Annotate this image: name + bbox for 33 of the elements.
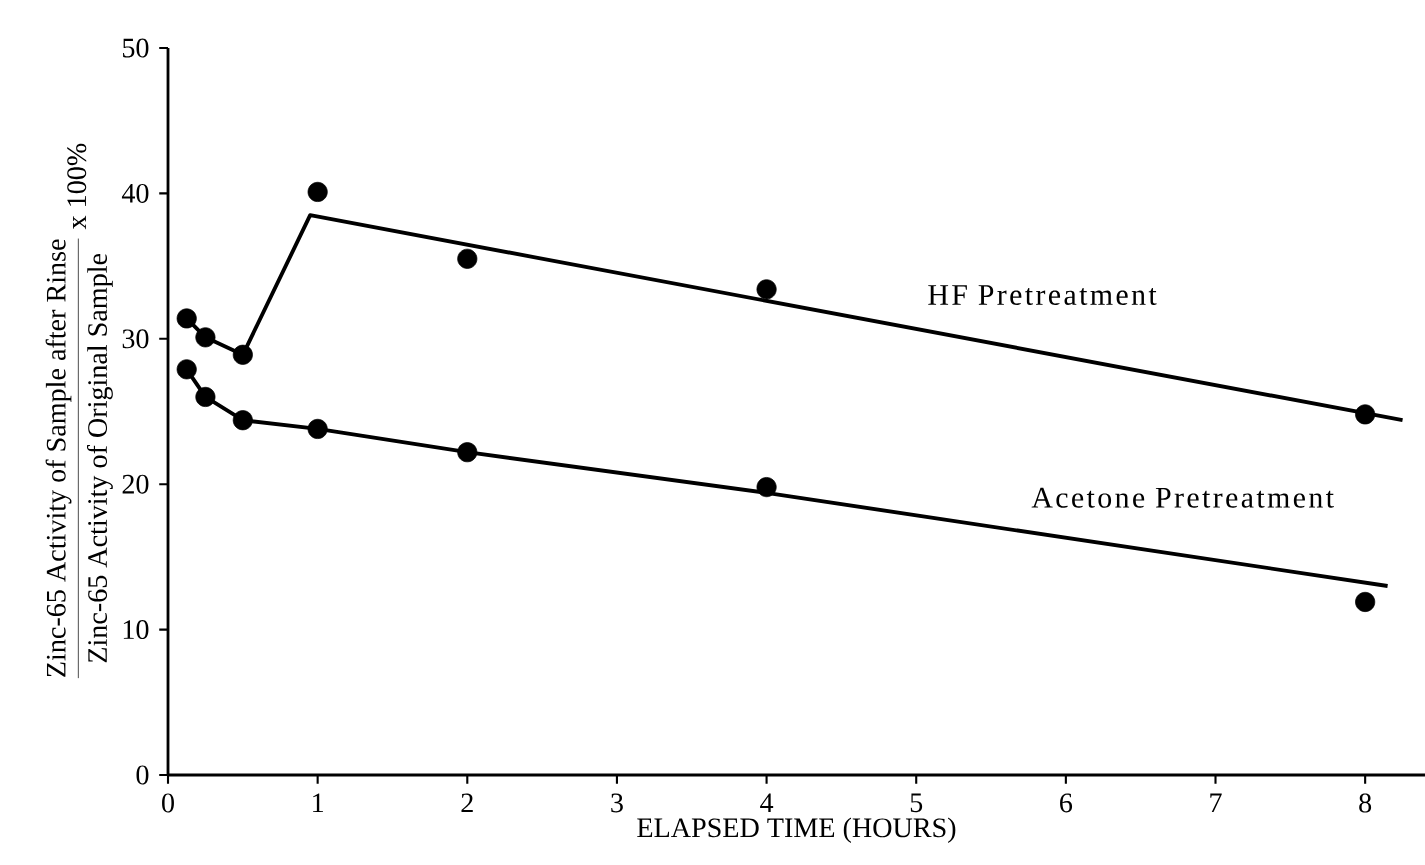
point [756, 279, 777, 300]
point [307, 418, 328, 439]
point [457, 442, 478, 463]
point [176, 359, 197, 380]
x-tick-label: 1 [313, 793, 323, 813]
series-label: HF Pretreatment [928, 285, 1157, 305]
x-tick-label: 7 [1210, 793, 1222, 812]
point [195, 327, 216, 348]
point [176, 308, 197, 329]
x-tick-label: 3 [611, 793, 623, 813]
x-tick-label: 4 [760, 793, 774, 812]
x-tick-label: 0 [162, 793, 174, 813]
x-tick-label: 8 [1359, 793, 1372, 813]
y-tick-label: 30 [122, 329, 149, 349]
point [756, 477, 777, 498]
x-tick-label: 2 [461, 793, 473, 813]
point [232, 344, 253, 365]
y-tick-label: 20 [122, 474, 149, 494]
point [1355, 591, 1376, 612]
x-tick-label: 6 [1060, 793, 1073, 813]
y-tick-label: 0 [136, 765, 149, 785]
point [457, 248, 478, 269]
x-tick-label: 5 [910, 793, 923, 813]
y-tick-label: 10 [123, 620, 149, 640]
point [195, 386, 216, 407]
series-label: Acetone Pretreatment [1031, 487, 1334, 508]
y-tick-label: 40 [121, 183, 149, 203]
y-axis-title: $\frac{\mbox{Zinc-65 Activity of Sample after Rinse}}{\mbox{Zinc-65 Activity of Original Sample}}\ \mbox{x 100\%}$ [45, 143, 113, 679]
x-axis-title: ELAPSED TIME (HOURS) [637, 817, 956, 843]
point [232, 410, 253, 431]
y-tick-label: 50 [123, 38, 149, 58]
point [307, 181, 328, 202]
point [1355, 404, 1376, 425]
